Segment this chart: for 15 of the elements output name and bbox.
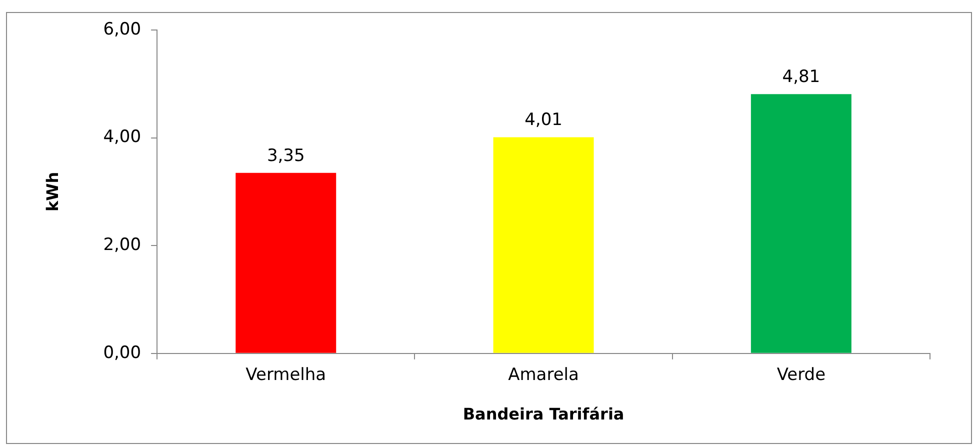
data-label: 3,35 <box>266 146 305 166</box>
x-tick-label: Amarela <box>508 365 579 386</box>
bar <box>236 172 336 353</box>
data-label: 4,01 <box>524 110 562 130</box>
data-label: 4,81 <box>782 67 820 88</box>
x-axis-title: Bandeira Tarifária <box>462 404 624 424</box>
bar <box>493 137 594 353</box>
x-tick-label: Vermelha <box>246 365 326 386</box>
x-tick-label: Verde <box>776 365 826 386</box>
bar <box>750 94 852 353</box>
y-tick-label: 6,00 <box>103 19 142 40</box>
y-axis-title: kWh <box>42 172 62 212</box>
y-tick-label: 2,00 <box>103 235 142 256</box>
y-tick-label: 0,00 <box>103 342 142 363</box>
y-tick-label: 4,00 <box>103 127 142 148</box>
